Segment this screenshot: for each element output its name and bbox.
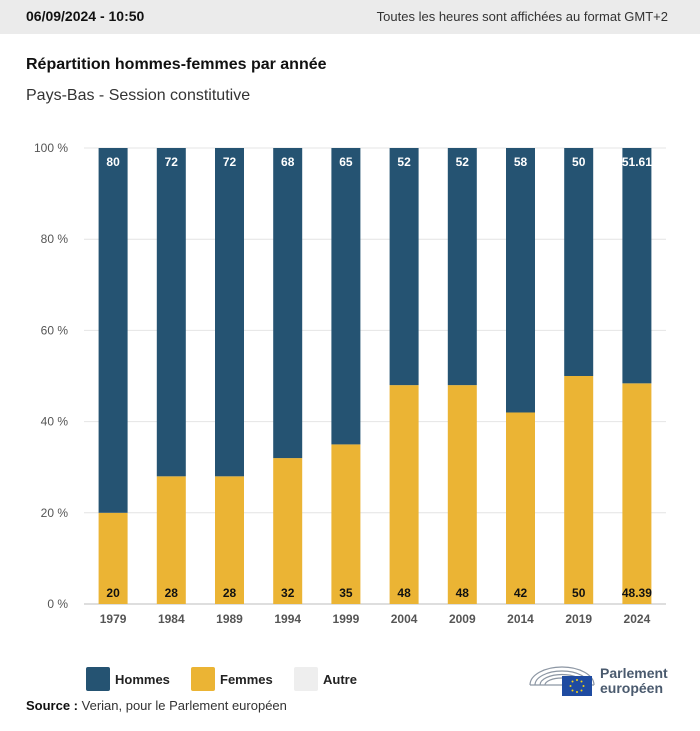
bar-femmes <box>331 444 361 604</box>
data-label-femmes: 20 <box>106 586 120 600</box>
bar-femmes <box>389 385 419 604</box>
data-label-femmes: 42 <box>514 586 528 600</box>
bar-femmes <box>98 512 128 604</box>
bar-hommes <box>564 148 594 376</box>
bar-femmes <box>564 376 594 604</box>
x-tick-label: 1984 <box>158 612 185 626</box>
x-tick-label: 2019 <box>565 612 592 626</box>
stacked-bar-chart: 0 % 20 % 40 % 60 % 80 % 100 % 20 80 1979 28 72 1984… <box>34 141 666 626</box>
chart-title: Répartition hommes-femmes par année <box>26 56 327 73</box>
data-label-hommes: 65 <box>339 155 353 169</box>
data-label-hommes: 68 <box>281 155 295 169</box>
data-label-hommes: 80 <box>106 155 120 169</box>
source-text: Verian, pour le Parlement européen <box>81 698 287 713</box>
top-bar: 06/09/2024 - 10:50 Toutes les heures son… <box>0 0 700 34</box>
legend-swatch-autre <box>294 667 318 691</box>
bar-hommes <box>622 148 652 384</box>
bar-femmes <box>447 385 477 604</box>
data-label-femmes: 48 <box>397 586 411 600</box>
source-label: Source : <box>26 698 79 713</box>
data-label-hommes: 50 <box>572 155 586 169</box>
data-label-femmes: 48 <box>456 586 470 600</box>
data-label-hommes: 52 <box>397 155 411 169</box>
data-label-femmes: 50 <box>572 586 586 600</box>
data-label-hommes: 52 <box>456 155 470 169</box>
bar-hommes <box>215 148 244 477</box>
bar-hommes <box>447 148 477 386</box>
data-label-femmes: 28 <box>223 586 237 600</box>
bar-femmes <box>156 476 186 604</box>
y-tick-label: 80 % <box>41 232 69 246</box>
y-tick-label: 40 % <box>41 415 69 429</box>
data-label-hommes: 58 <box>514 155 528 169</box>
x-tick-label: 1994 <box>274 612 301 626</box>
bar-hommes <box>331 148 361 445</box>
legend-label-femmes: Femmes <box>220 672 273 687</box>
x-tick-label: 1989 <box>216 612 243 626</box>
logo-line2: européen <box>600 680 664 696</box>
timezone-note: Toutes les heures sont affichées au form… <box>376 9 668 24</box>
logo-text: Parlement européen <box>600 666 668 696</box>
bar-hommes <box>156 148 186 477</box>
logo-line1: Parlement <box>600 665 668 681</box>
chart-subtitle: Pays-Bas - Session constitutive <box>26 87 251 104</box>
bar-femmes <box>506 412 535 604</box>
bar-femmes <box>622 383 652 604</box>
y-tick-label: 0 % <box>47 597 68 611</box>
x-tick-label: 2024 <box>624 612 651 626</box>
bar-hommes <box>389 148 419 386</box>
x-tick-label: 2004 <box>391 612 418 626</box>
source-note: Source : Verian, pour le Parlement europ… <box>26 698 287 713</box>
data-label-hommes: 72 <box>165 155 179 169</box>
data-label-femmes: 28 <box>165 586 179 600</box>
legend-label-autre: Autre <box>323 672 357 687</box>
x-tick-label: 1979 <box>100 612 127 626</box>
data-label-femmes: 35 <box>339 586 353 600</box>
bar-hommes <box>98 148 128 513</box>
parliament-logo: Parlement européen <box>528 659 678 699</box>
hemicycle-icon <box>529 666 595 696</box>
y-tick-label: 100 % <box>34 141 68 155</box>
x-tick-label: 2014 <box>507 612 534 626</box>
bar-femmes <box>273 458 303 604</box>
x-tick-label: 1999 <box>333 612 360 626</box>
x-tick-label: 2009 <box>449 612 476 626</box>
data-label-hommes: 51.61 <box>622 155 652 169</box>
legend-swatch-hommes <box>86 667 110 691</box>
legend-swatch-femmes <box>191 667 215 691</box>
data-label-femmes: 48.39 <box>622 586 652 600</box>
bar-hommes <box>273 148 303 459</box>
data-label-femmes: 32 <box>281 586 295 600</box>
datetime: 06/09/2024 - 10:50 <box>26 8 145 24</box>
data-label-hommes: 72 <box>223 155 237 169</box>
bar-hommes <box>506 148 535 413</box>
y-tick-label: 20 % <box>41 506 69 520</box>
legend-label-hommes: Hommes <box>115 672 170 687</box>
bar-femmes <box>215 476 244 604</box>
y-tick-label: 60 % <box>41 323 69 337</box>
